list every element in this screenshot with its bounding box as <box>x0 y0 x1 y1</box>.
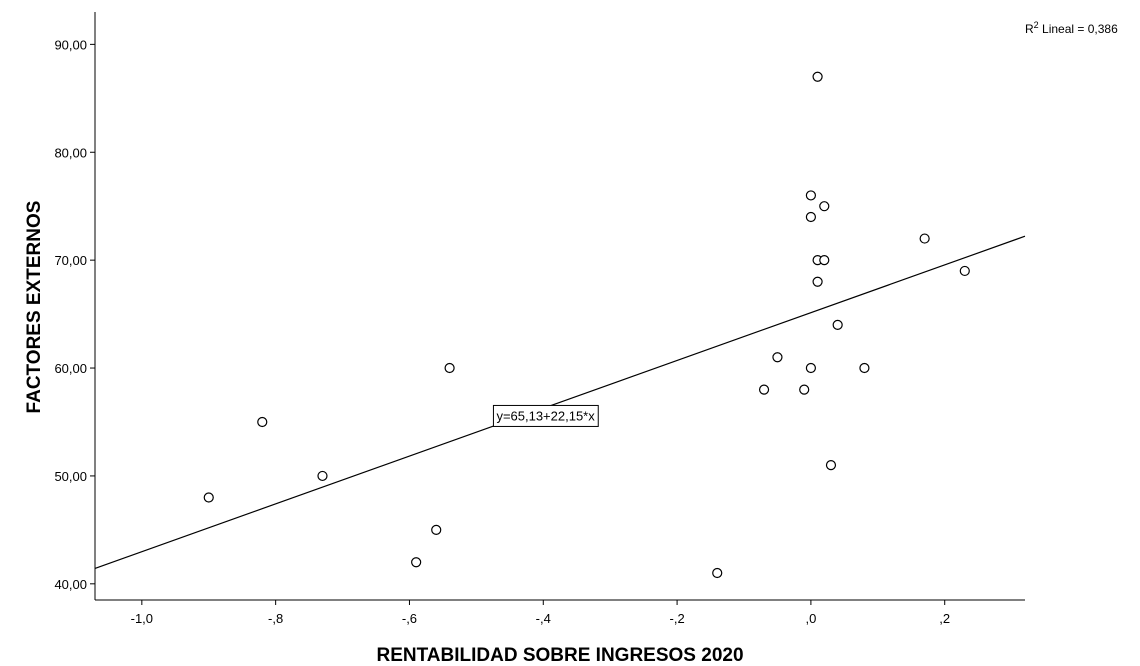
x-tick-label: -1,0 <box>131 611 153 626</box>
data-point <box>805 362 816 374</box>
data-point <box>859 362 870 374</box>
fit-line <box>94 235 1026 569</box>
x-axis-title: RENTABILIDAD SOBRE INGRESOS 2020 <box>376 645 743 666</box>
r-squared-value: Lineal = 0,386 <box>1039 22 1118 36</box>
data-point <box>411 557 422 568</box>
fit-line-group <box>94 235 1026 569</box>
data-point <box>317 470 328 482</box>
x-tick-label: ,2 <box>939 611 950 626</box>
y-tick-label: 70,00 <box>54 253 87 268</box>
y-axis-ticks: 40,00 50,00 60,00 70,00 80,00 90,00 <box>54 37 95 592</box>
y-tick-label: 90,00 <box>54 37 87 52</box>
x-tick-label: -,6 <box>402 611 417 626</box>
data-point <box>772 352 783 363</box>
data-point <box>825 460 837 471</box>
r-squared-superscript: 2 <box>1034 20 1039 30</box>
data-point <box>919 233 930 244</box>
x-tick-label: -,4 <box>536 611 551 626</box>
x-tick-label: -,2 <box>670 611 685 626</box>
r-squared-r: R <box>1025 22 1034 36</box>
data-point <box>805 190 816 201</box>
data-point <box>959 265 970 277</box>
fit-equation-frame <box>492 404 599 427</box>
fit-equation-label: y=65,13+22,15*x <box>496 408 595 423</box>
data-point <box>431 524 442 535</box>
data-point <box>257 416 268 428</box>
data-point <box>812 71 823 82</box>
data-point <box>758 384 770 395</box>
r-squared-label: R2 Lineal = 0,386 <box>1025 20 1118 36</box>
x-tick-label: -,8 <box>268 611 283 626</box>
y-tick-label: 40,00 <box>54 577 87 592</box>
data-point <box>819 255 830 266</box>
x-tick-label: ,0 <box>805 611 816 626</box>
data-point <box>444 362 455 374</box>
data-point <box>805 211 816 223</box>
y-axis-title: FACTORES EXTERNOS <box>24 201 45 414</box>
axes <box>94 12 1025 601</box>
data-point <box>203 492 214 503</box>
data-point <box>712 567 723 579</box>
y-tick-label: 60,00 <box>54 361 87 376</box>
data-point <box>832 319 843 330</box>
data-point <box>799 384 810 395</box>
data-point <box>819 201 830 212</box>
y-tick-label: 80,00 <box>54 145 87 160</box>
x-axis-ticks: -1,0 -,8 -,6 -,4 -,2 ,0 ,2 <box>131 600 950 626</box>
data-point <box>812 276 823 287</box>
data-points <box>203 71 970 579</box>
y-tick-label: 50,00 <box>54 469 87 484</box>
fit-equation-box: y=65,13+22,15*x <box>492 404 599 427</box>
